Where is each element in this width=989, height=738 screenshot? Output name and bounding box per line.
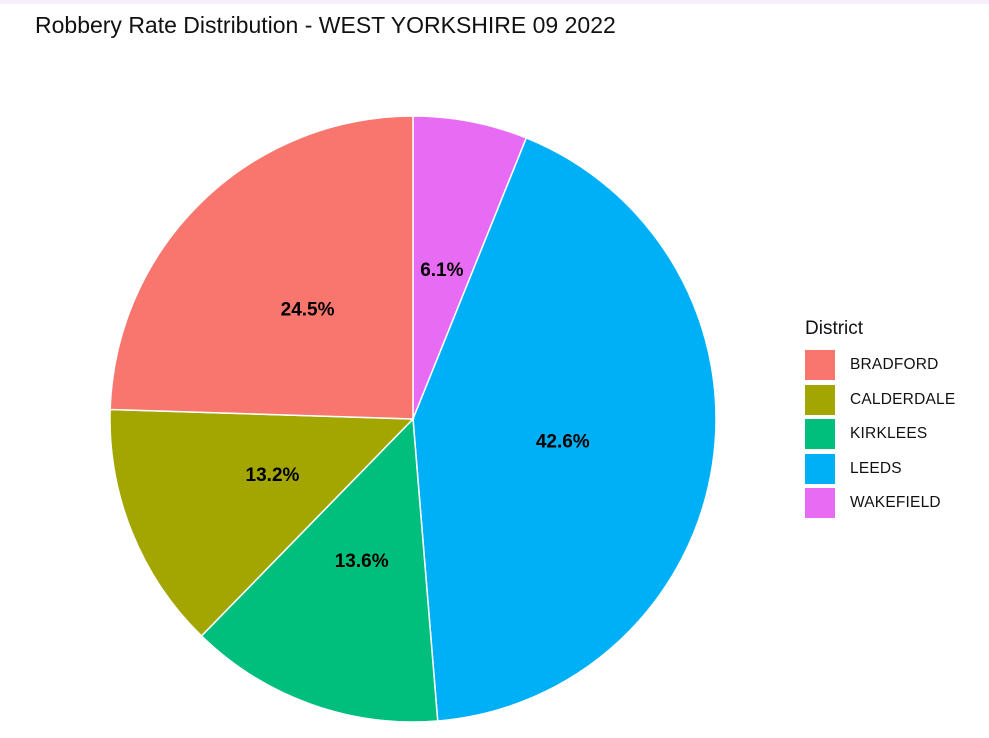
legend-label-wakefield: WAKEFIELD <box>850 494 941 512</box>
legend-key-wakefield <box>805 488 835 519</box>
chart-title: Robbery Rate Distribution - WEST YORKSHI… <box>35 12 616 38</box>
pie-label-wakefield: 6.1% <box>420 260 463 281</box>
pie-label-kirklees: 13.6% <box>335 551 389 572</box>
pie-slice-leeds <box>412 137 717 722</box>
top-strip <box>0 0 989 4</box>
legend-key-leeds <box>805 453 835 484</box>
legend-item-kirklees: KIRKLEES <box>805 417 955 452</box>
pie-slice-calderdale <box>109 408 415 637</box>
pie-slice-bradford <box>109 115 414 420</box>
legend-title: District <box>805 318 864 339</box>
pie-slice-kirklees <box>200 417 439 723</box>
legend-key-kirklees <box>805 419 835 450</box>
legend-item-leeds: LEEDS <box>805 452 955 487</box>
legend-key-calderdale <box>805 384 835 415</box>
pie-label-calderdale: 13.2% <box>246 465 300 486</box>
legend-item-calderdale: CALDERDALE <box>805 383 955 418</box>
legend-key-bradford <box>805 350 835 381</box>
pie-slice-wakefield <box>412 115 528 420</box>
legend-label-bradford: BRADFORD <box>850 356 939 374</box>
pie-label-bradford: 24.5% <box>281 300 335 321</box>
legend-label-calderdale: CALDERDALE <box>850 390 956 408</box>
legend-label-kirklees: KIRKLEES <box>850 425 928 443</box>
legend-item-bradford: BRADFORD <box>805 348 955 383</box>
legend-label-leeds: LEEDS <box>850 459 902 477</box>
legend: District BRADFORD CALDERDALE KIRKLEES LE… <box>805 318 955 521</box>
pie-label-leeds: 42.6% <box>536 431 590 452</box>
legend-item-wakefield: WAKEFIELD <box>805 486 955 521</box>
